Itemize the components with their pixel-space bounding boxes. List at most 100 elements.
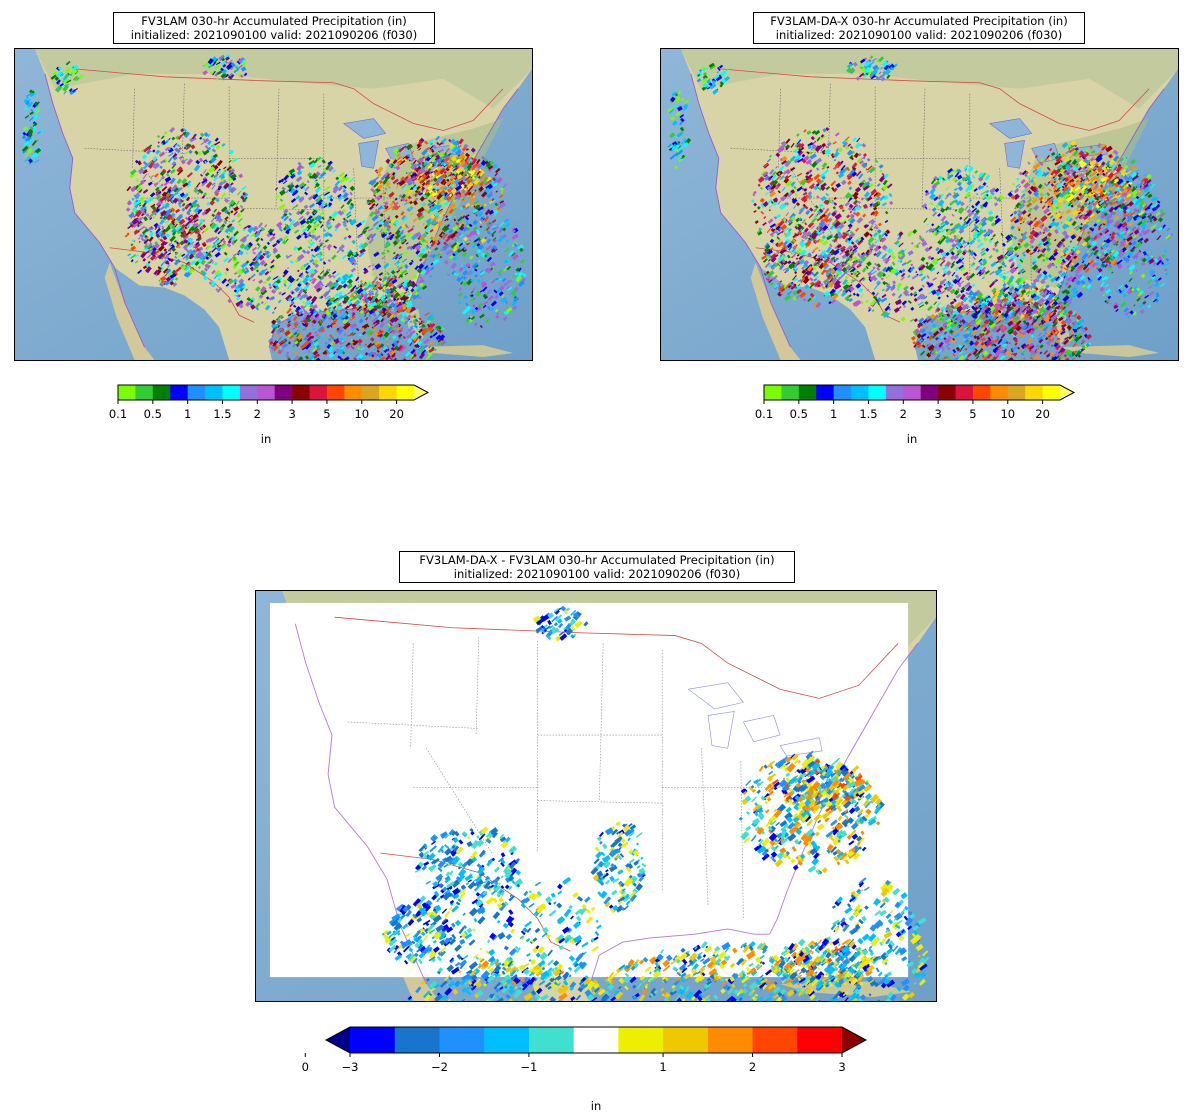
precip-cell: [143, 216, 149, 222]
precip-cell: [498, 208, 503, 213]
precip-cell: [318, 319, 323, 324]
precip-cell: [237, 190, 242, 196]
colorbar-tick-label: 2: [254, 407, 261, 421]
precip-cell: [430, 262, 434, 266]
precip-cell: [837, 276, 842, 281]
precip-cell: [389, 329, 394, 334]
precip-cell: [363, 269, 369, 275]
precip-cell: [331, 323, 337, 328]
precip-cell: [474, 167, 482, 174]
precip-cell: [447, 178, 450, 182]
precip-cell: [846, 214, 851, 219]
precip-cell: [374, 286, 379, 290]
precip-cell: [398, 273, 403, 279]
precip-cell: [22, 149, 28, 154]
precip-cell: [191, 133, 197, 140]
precip-cell: [210, 156, 217, 163]
precip-cell: [246, 296, 252, 302]
precip-cell: [372, 295, 378, 301]
precip-cell: [362, 300, 366, 304]
precip-cell: [505, 306, 513, 313]
precip-cell: [794, 144, 798, 148]
colorbar-segment: [344, 385, 363, 400]
precip-cell: [875, 196, 880, 201]
precip-cell: [370, 299, 374, 302]
precip-cell: [383, 331, 390, 338]
precip-cell: [519, 279, 526, 284]
precip-cell: [298, 280, 303, 285]
precip-cell: [345, 310, 349, 315]
precip-cell: [203, 138, 210, 144]
precip-cell: [338, 244, 345, 251]
precip-cell: [409, 186, 413, 191]
precip-cell: [302, 231, 308, 237]
precip-cell: [448, 202, 456, 210]
precip-cell: [229, 188, 235, 194]
precip-cell: [57, 66, 62, 71]
precip-cell: [337, 210, 343, 215]
precip-cell: [226, 223, 233, 229]
precip-cell: [296, 255, 302, 260]
colorbar-segment: [292, 385, 311, 400]
precip-cell: [169, 272, 177, 279]
precip-cell: [807, 191, 813, 196]
precip-cell: [867, 177, 873, 182]
precip-cell: [237, 74, 241, 78]
precip-cell: [354, 253, 360, 258]
precip-cell: [450, 262, 458, 270]
precip-cell: [379, 321, 386, 329]
precip-cell: [764, 174, 768, 178]
precip-cell: [353, 288, 357, 293]
precip-cell: [403, 202, 408, 206]
precip-cell: [400, 357, 407, 360]
precip-cell: [392, 223, 397, 227]
precip-cell: [464, 318, 471, 324]
precip-cell: [513, 242, 518, 248]
precip-cell: [235, 301, 242, 307]
precip-cell: [452, 225, 459, 232]
precip-cell: [364, 228, 367, 232]
precip-cell: [414, 291, 419, 296]
precip-cell: [420, 247, 427, 255]
precip-cell: [833, 163, 840, 170]
precip-cell: [841, 209, 845, 213]
precip-cell: [293, 245, 298, 251]
precip-cell: [314, 187, 322, 193]
precip-cell: [242, 228, 245, 232]
precip-cell: [810, 136, 815, 141]
precip-cell: [381, 288, 386, 293]
precip-cell: [307, 246, 311, 249]
precip-cell: [474, 274, 479, 278]
precip-cell: [139, 207, 145, 213]
precip-cell: [428, 340, 434, 346]
precip-cell: [390, 286, 397, 293]
precip-cell: [240, 261, 248, 269]
precip-cell: [423, 338, 430, 345]
precip-cell: [374, 340, 381, 346]
precip-cell: [368, 311, 376, 318]
precip-cell: [211, 269, 216, 275]
precip-cell: [370, 233, 377, 240]
precip-cell: [399, 291, 405, 297]
precip-cell: [396, 265, 399, 268]
precip-cell: [341, 273, 349, 280]
precip-cell: [405, 306, 412, 314]
precip-cell: [239, 74, 244, 79]
precip-cell: [177, 194, 181, 198]
precip-cell: [852, 61, 858, 67]
precip-cell: [479, 313, 485, 319]
precip-cell: [449, 249, 454, 254]
precip-cell: [702, 67, 708, 72]
precip-cell: [506, 286, 510, 290]
precip-cell: [329, 303, 333, 307]
precip-cell: [851, 215, 854, 218]
precip-cell: [332, 317, 338, 324]
precip-cell: [245, 288, 249, 292]
precip-cell: [316, 156, 322, 162]
precip-cell: [438, 334, 446, 341]
precip-cell: [393, 292, 401, 299]
precip-cell: [338, 331, 343, 336]
precip-cell: [281, 186, 287, 191]
precip-cell: [396, 183, 401, 189]
precip-cell: [296, 234, 302, 240]
